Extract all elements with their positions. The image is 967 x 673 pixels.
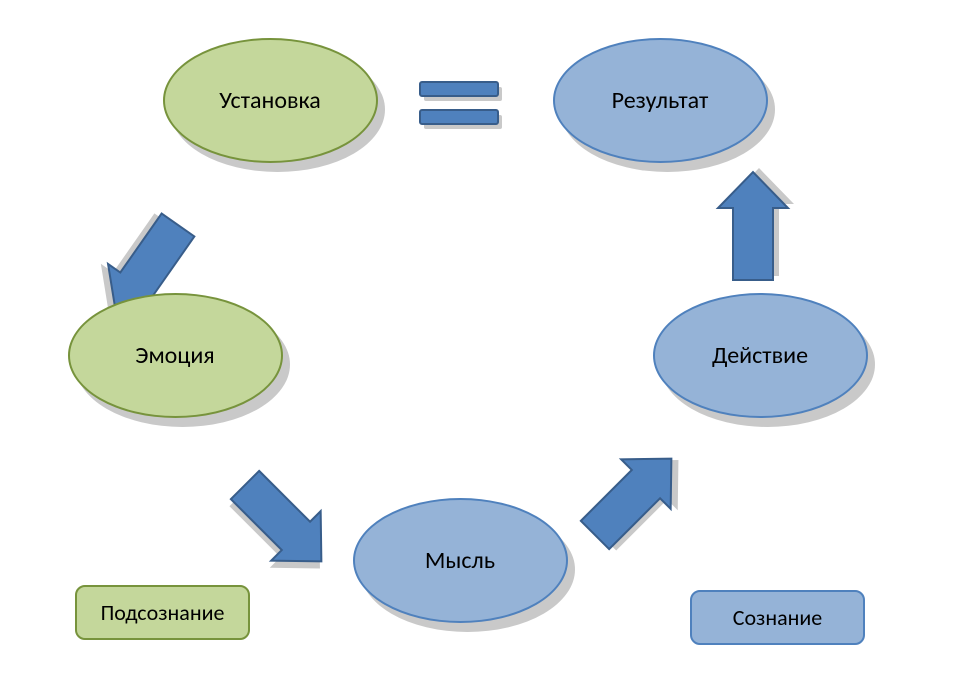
- equals-bar-1: [420, 110, 498, 124]
- node-rezultat: Результат: [553, 38, 768, 163]
- node-deystviye: Действие: [653, 293, 868, 418]
- arrow-a4: [718, 172, 788, 280]
- rect-podsoznanie-label: Подсознание: [101, 599, 225, 626]
- arrow-a3: [570, 434, 696, 560]
- node-ustanovka-label: Установка: [219, 86, 321, 115]
- node-ustanovka: Установка: [163, 38, 378, 163]
- node-mysl-label: Мысль: [425, 546, 495, 575]
- node-deystviye-label: Действие: [712, 341, 808, 370]
- rect-soznanie: Сознание: [690, 590, 865, 645]
- equals-sign: [420, 82, 506, 132]
- node-emotsiya: Эмоция: [68, 293, 283, 418]
- node-mysl: Мысль: [353, 498, 568, 623]
- node-emotsiya-label: Эмоция: [135, 341, 214, 370]
- rect-soznanie-label: Сознание: [733, 604, 823, 631]
- equals-bar-0: [420, 82, 498, 96]
- rect-podsoznanie: Подсознание: [75, 585, 250, 640]
- node-rezultat-label: Результат: [612, 86, 709, 115]
- arrow-a2: [220, 460, 346, 586]
